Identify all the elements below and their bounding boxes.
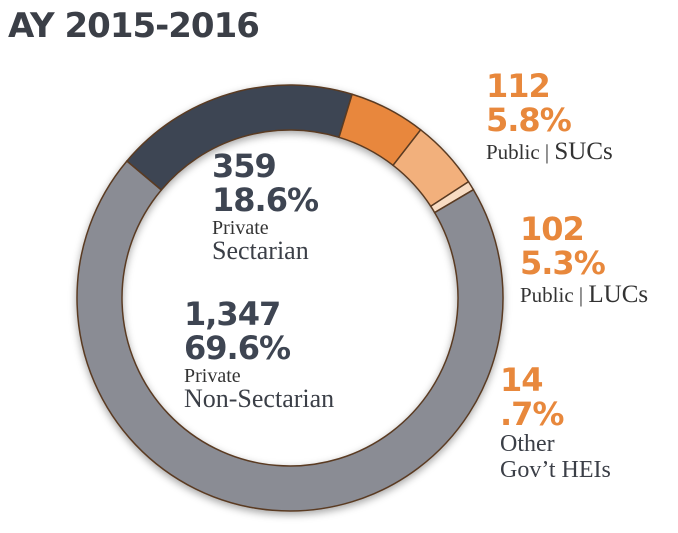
category-public-sucs-line2: SUCs [554,138,613,165]
label-other-govt-heis: 14 .7% Other Gov’t HEIs [500,364,611,482]
category-public-lucs-line2: LUCs [588,281,649,308]
count-private-non-sectarian: 1,347 [184,295,281,333]
count-private-sectarian: 359 [212,147,277,185]
count-public-sucs: 112 [486,67,551,105]
count-other-govt-heis: 14 [500,361,544,399]
slice-private-non-sectarian [76,160,504,512]
percent-private-sectarian: 18.6% [212,181,319,219]
category-other-govt-heis-line2: Gov’t HEIs [500,457,611,483]
percent-public-lucs: 5.3% [520,244,606,282]
category-private-non-sectarian-line1: Private [184,365,241,387]
category-public-lucs: Public | LUCs [520,281,649,308]
category-private-sectarian-line2: Sectarian [212,236,309,265]
category-private-sectarian-line1: Private [212,217,269,239]
count-public-lucs: 102 [520,210,585,248]
category-public-sucs-line1: Public [486,140,540,164]
label-public-lucs: 102 5.3% Public | LUCs [520,213,648,307]
percent-other-govt-heis: .7% [500,395,564,433]
percent-public-sucs: 5.8% [486,101,572,139]
category-public-sucs: Public | SUCs [486,138,613,165]
percent-private-non-sectarian: 69.6% [184,329,291,367]
chart-title: AY 2015-2016 [8,6,260,46]
category-public-lucs-line1: Public [520,283,574,307]
label-private-non-sectarian: 1,347 69.6% Private Non-Sectarian [184,298,334,412]
label-public-sucs: 112 5.8% Public | SUCs [486,70,613,164]
label-private-sectarian: 359 18.6% Private Sectarian [212,147,319,265]
category-other-govt-heis-line1: Other [500,431,555,457]
category-private-non-sectarian-line2: Non-Sectarian [184,384,335,413]
